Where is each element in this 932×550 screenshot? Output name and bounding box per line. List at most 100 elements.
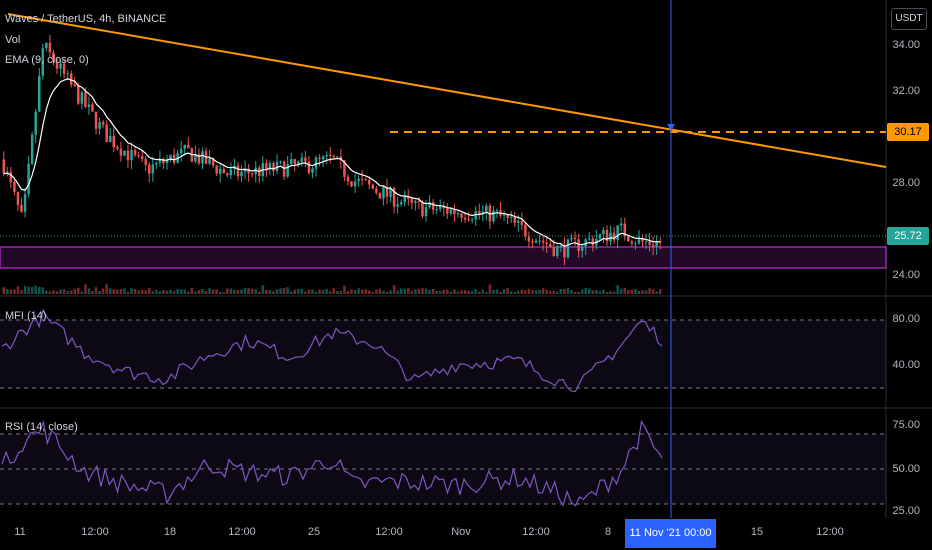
candle-body xyxy=(566,239,570,258)
volume-bar xyxy=(598,291,602,294)
descending-trendline[interactable] xyxy=(7,13,887,168)
volume-bar xyxy=(435,291,438,294)
volume-bar xyxy=(350,289,353,294)
candle-body xyxy=(300,157,304,162)
volume-bar xyxy=(627,289,630,294)
volume-bar xyxy=(580,289,584,294)
volume-bar xyxy=(77,287,80,294)
symbol-legend[interactable]: Waves / TetherUS, 4h, BINANCE xyxy=(5,13,167,25)
volume-bar xyxy=(360,289,364,294)
candle-body xyxy=(87,104,91,108)
volume-bar xyxy=(23,285,27,294)
volume-bar xyxy=(336,290,339,294)
candle-body xyxy=(619,223,623,226)
volume-bar xyxy=(16,286,20,294)
volume-bar xyxy=(176,288,179,294)
volume-legend[interactable]: Vol xyxy=(5,34,21,46)
volume-bar xyxy=(634,288,637,294)
candle-body xyxy=(279,161,282,163)
volume-bar xyxy=(272,291,275,294)
volume-bar xyxy=(428,289,431,294)
volume-bar xyxy=(648,288,651,294)
target-price-badge: 30.17 xyxy=(887,123,929,141)
candle-body xyxy=(346,176,350,182)
candle-body xyxy=(637,237,641,244)
candle-body xyxy=(531,241,534,243)
candle-body xyxy=(187,144,190,149)
candle-body xyxy=(275,161,279,171)
candle-body xyxy=(183,144,186,149)
currency-button[interactable]: USDT xyxy=(891,8,927,30)
mfi-legend[interactable]: MFI (14) xyxy=(5,310,47,322)
candlestick-series[interactable] xyxy=(2,34,662,266)
candle-body xyxy=(98,121,101,129)
volume-bar xyxy=(6,288,9,294)
candle-body xyxy=(470,219,474,221)
volume-bar xyxy=(538,289,541,294)
ema-legend[interactable]: EMA (9, close, 0) xyxy=(5,54,89,66)
volume-bar xyxy=(602,289,605,294)
candle-body xyxy=(45,42,48,49)
candle-body xyxy=(250,173,254,175)
volume-bar xyxy=(385,291,389,294)
candle-body xyxy=(38,75,41,112)
candle-body xyxy=(623,223,626,237)
volume-bar xyxy=(556,291,559,294)
candle-body xyxy=(478,211,481,214)
candle-body xyxy=(435,209,438,211)
volume-bar xyxy=(470,291,474,294)
candle-body xyxy=(155,162,158,165)
time-tick: 12:00 xyxy=(522,526,550,538)
candle-body xyxy=(80,92,84,104)
volume-bar xyxy=(609,291,612,294)
volume-bar xyxy=(541,288,545,294)
volume-bar xyxy=(183,289,186,294)
candle-body xyxy=(297,161,300,165)
candle-body xyxy=(247,168,250,174)
volume-bar xyxy=(158,291,162,294)
volume-bar xyxy=(623,287,626,294)
candle-body xyxy=(524,224,527,237)
volume-bar xyxy=(116,289,119,294)
candle-body xyxy=(648,241,651,245)
volume-bar xyxy=(247,288,250,294)
candle-body xyxy=(651,244,655,247)
volume-bar xyxy=(641,290,644,294)
candle-body xyxy=(328,154,332,156)
candle-body xyxy=(208,158,211,164)
volume-bar xyxy=(226,288,229,294)
volume-bar xyxy=(559,288,563,294)
volume-bar xyxy=(94,287,98,294)
volume-bar xyxy=(91,291,94,294)
candle-body xyxy=(62,63,66,74)
candle-body xyxy=(34,111,37,135)
support-zone[interactable] xyxy=(0,246,887,269)
time-tick: 25 xyxy=(307,526,321,538)
last-price-badge: 25.72 xyxy=(887,227,929,245)
candle-body xyxy=(6,171,9,174)
volume-bar xyxy=(179,289,183,294)
candle-body xyxy=(112,136,116,148)
candle-body xyxy=(215,165,218,174)
candle-body xyxy=(634,243,637,245)
volume-bar xyxy=(30,286,34,294)
candle-body xyxy=(158,158,162,163)
volume-bar xyxy=(637,290,641,294)
candle-body xyxy=(598,234,602,239)
candle-body xyxy=(456,213,460,215)
rsi-legend[interactable]: RSI (14, close) xyxy=(5,421,78,433)
candle-body xyxy=(2,159,6,174)
volume-bar xyxy=(417,288,421,294)
candle-body xyxy=(325,154,328,157)
candle-body xyxy=(463,217,467,220)
volume-bar xyxy=(236,290,240,294)
volume-bar xyxy=(449,291,453,294)
candle-body xyxy=(506,214,509,218)
time-tick: 12:00 xyxy=(375,526,403,538)
volume-bar xyxy=(98,291,101,294)
volume-bar xyxy=(371,291,375,294)
candle-body xyxy=(417,201,421,203)
candle-body xyxy=(307,161,311,173)
candle-body xyxy=(453,209,456,215)
